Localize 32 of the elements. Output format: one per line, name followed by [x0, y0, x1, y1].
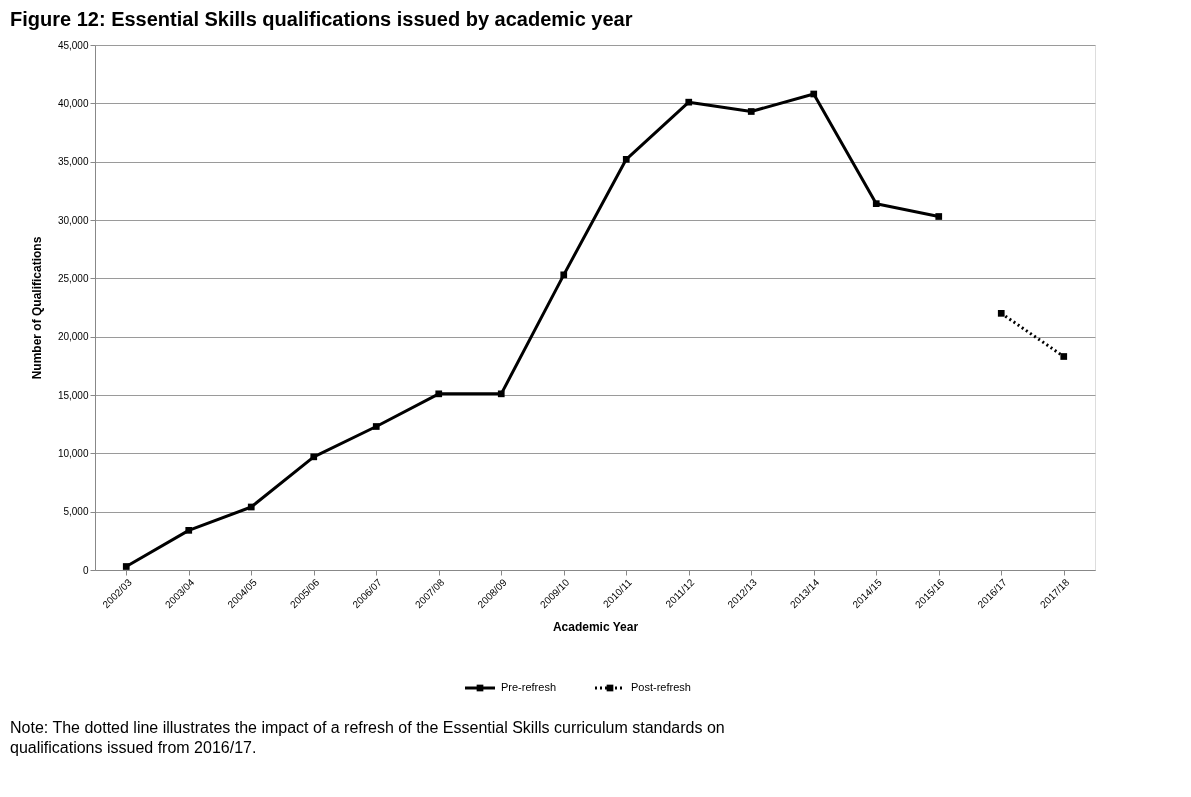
y-axis-title: Number of Qualifications	[29, 236, 44, 380]
point	[310, 453, 318, 461]
point	[247, 503, 255, 511]
y-tick-label: 20,000	[57, 331, 89, 343]
y-tick-label: 10,000	[57, 447, 89, 459]
y-tick-label: 15,000	[57, 389, 89, 401]
point	[935, 213, 943, 220]
point	[1060, 353, 1068, 360]
point	[497, 390, 505, 398]
y-tick-label: 30,000	[57, 214, 89, 226]
text: Note: The dotted line illustrates the impact of a refresh of the Essential Skills curriculum standards on qualifications issued from 2016/17.	[10, 719, 725, 756]
chart-title: Figure 12: Essential Skills qualifications issued by academic year	[10, 8, 633, 30]
point	[997, 309, 1005, 317]
point	[122, 563, 130, 570]
y-tick-label: 5,000	[63, 506, 89, 518]
x-axis-title: Academic Year	[552, 620, 639, 635]
y-tick-label: 40,000	[57, 97, 89, 109]
y-tick-label: 45,000	[57, 39, 89, 51]
point	[810, 90, 818, 98]
point	[747, 108, 755, 115]
legend-label: Post-refresh	[631, 681, 691, 693]
point	[372, 423, 380, 430]
y-tick-label: 35,000	[57, 156, 89, 168]
point	[872, 200, 880, 208]
y-tick-label: 0	[82, 564, 89, 576]
point	[185, 526, 193, 534]
y-tick-label: 25,000	[57, 272, 89, 284]
point	[560, 271, 568, 279]
legend-label: Pre-refresh	[501, 681, 557, 693]
point	[435, 390, 443, 398]
point	[622, 155, 630, 163]
point	[685, 98, 693, 106]
